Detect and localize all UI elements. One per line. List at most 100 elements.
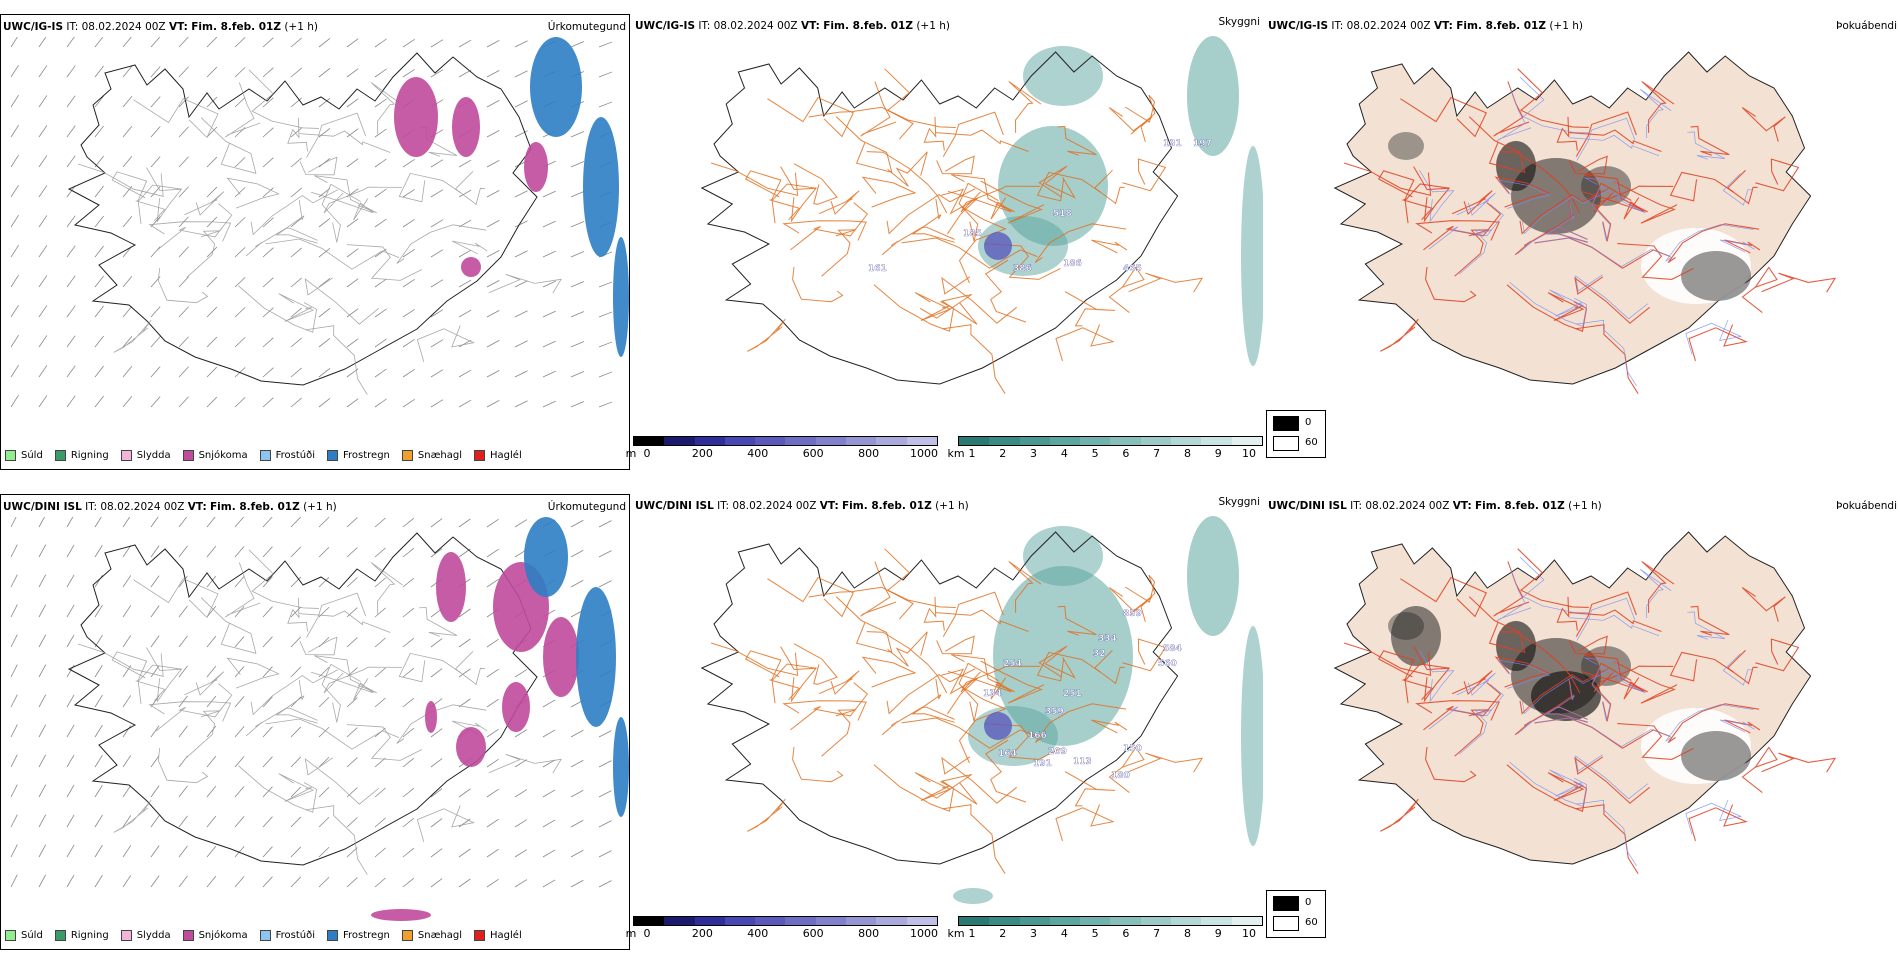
panel-title: UWC/IG-IS IT: 08.02.2024 00Z VT: Fim. 8.… (635, 20, 950, 32)
legend-swatch (120, 930, 132, 941)
fog-legend: 0 60 (1266, 410, 1326, 458)
colorbar-tick: 4 (1060, 927, 1068, 940)
panel-title: UWC/IG-IS IT: 08.02.2024 00Z VT: Fim. 8.… (3, 21, 318, 33)
legend-item: Súld (5, 450, 43, 461)
legend-swatch (182, 930, 194, 941)
legend-swatch (182, 450, 194, 461)
panel-title: UWC/DINI ISL IT: 08.02.2024 00Z VT: Fim.… (635, 500, 969, 512)
colorbar-unit: m (625, 927, 637, 940)
cloud-base-label: 134 (983, 689, 1002, 699)
colorbar-strip (958, 436, 1263, 446)
legend-label: Rigning (70, 930, 109, 941)
legend-label: Snæhagl (417, 450, 463, 461)
cloud-base-label: 386 (1013, 264, 1032, 274)
colorbar-tick: 8 (1183, 927, 1191, 940)
legend-item: Haglél (474, 450, 522, 461)
colorbar-strip (958, 916, 1263, 926)
legend-swatch (120, 450, 132, 461)
cloud-base-label: 131 (1163, 139, 1182, 149)
fog-map (1333, 531, 1837, 874)
colorbar-tick: 2 (999, 927, 1007, 940)
fog-legend-label: 0 (1305, 417, 1312, 428)
panel-title: UWC/IG-IS IT: 08.02.2024 00Z VT: Fim. 8.… (1268, 20, 1583, 32)
legend-swatch (327, 930, 338, 941)
precip-legend: Súld Rigning Slydda Snjókoma Frostúði Frostre… (5, 450, 534, 461)
colorbar-tick: 1000 (910, 927, 938, 940)
cloud-base-label: 197 (1193, 139, 1212, 149)
colorbar-tick: 9 (1214, 447, 1222, 460)
cloud-base-colorbar: m 0 200 400 600 800 1000 (626, 916, 938, 950)
colorbar-tick: 2 (999, 447, 1007, 460)
colorbar-tick: 7 (1153, 447, 1161, 460)
legend-label: Slydda (136, 930, 171, 941)
legend-swatch (401, 930, 413, 941)
legend-label: Slydda (136, 450, 171, 461)
colorbar-tick: 0 (643, 447, 651, 460)
legend-swatch (474, 930, 486, 941)
cloud-base-label: 180 (1111, 771, 1130, 781)
legend-label: Haglél (490, 450, 522, 461)
cloud-base-label: 859 (1123, 609, 1142, 619)
colorbar-tick: 0 (643, 927, 651, 940)
legend-swatch (54, 930, 66, 941)
colorbar-tick: 3 (1030, 927, 1038, 940)
cloud-base-label: 32 (1093, 649, 1106, 659)
precip-type-panel: UWC/IG-IS IT: 08.02.2024 00Z VT: Fim. 8.… (0, 14, 630, 470)
fog-legend-swatch (1273, 416, 1299, 431)
cloud-base-label: 254 (1003, 659, 1022, 669)
colorbar-tick: 1000 (910, 447, 938, 460)
cloud-base-label: 334 (1098, 634, 1117, 644)
legend-swatch (54, 450, 66, 461)
legend-label: Súld (21, 930, 43, 941)
colorbar-tick: 5 (1091, 447, 1099, 460)
legend-label: Frostúði (275, 450, 315, 461)
legend-label: Snæhagl (417, 930, 463, 941)
legend-item: Haglél (474, 930, 522, 941)
fog-legend-swatch (1273, 896, 1299, 911)
colorbar-tick: 6 (1122, 447, 1130, 460)
colorbar-strip (633, 916, 938, 926)
legend-item: Snæhagl (401, 930, 463, 941)
cloud-base-colorbar: m 0 200 400 600 800 1000 (626, 436, 938, 470)
legend-item: Slydda (120, 930, 171, 941)
cloud-base-label: 166 (1028, 731, 1047, 741)
legend-item: Snjókoma (182, 450, 248, 461)
panel-subject: Skyggni (1218, 16, 1261, 28)
cloud-base-label: 113 (1073, 757, 1092, 767)
colorbar-tick: 200 (691, 927, 713, 940)
legend-item: Snjókoma (182, 930, 248, 941)
legend-item: Frostregn (327, 930, 390, 941)
legend-swatch (259, 930, 271, 941)
colorbar-tick: 4 (1060, 447, 1068, 460)
cloud-base-label: 161 (868, 264, 887, 274)
legend-label: Snjókoma (198, 930, 248, 941)
colorbar-tick: 1 (968, 447, 976, 460)
cloud-visibility-panel: UWC/IG-IS IT: 08.02.2024 00Z VT: Fim. 8.… (633, 14, 1263, 470)
fog-legend-label: 0 (1305, 897, 1312, 908)
colorbar-tick: 10 (1242, 447, 1256, 460)
colorbar-tick: 3 (1030, 447, 1038, 460)
legend-item: Frostúði (259, 450, 315, 461)
panel-subject: Þokuábendi (1836, 500, 1897, 512)
colorbar-tick: 1 (968, 927, 976, 940)
legend-item: Slydda (120, 450, 171, 461)
legend-swatch (401, 450, 413, 461)
colorbar-tick: 600 (802, 927, 824, 940)
colorbar-tick: 600 (802, 447, 824, 460)
colorbar-tick: 10 (1242, 927, 1256, 940)
fog-index-panel: UWC/DINI ISL IT: 08.02.2024 00Z VT: Fim.… (1266, 494, 1900, 950)
legend-swatch (474, 450, 486, 461)
precip-legend: Súld Rigning Slydda Snjókoma Frostúði Frostre… (5, 930, 534, 941)
colorbar-tick: 400 (747, 927, 769, 940)
cloud-base-label: 465 (1123, 264, 1142, 274)
cloud-base-label: 185 (963, 229, 982, 239)
legend-swatch (327, 450, 338, 461)
colorbar-tick: 6 (1122, 927, 1130, 940)
panel-subject: Úrkomutegund (547, 501, 626, 513)
forecast-row-ig-is: UWC/IG-IS IT: 08.02.2024 00Z VT: Fim. 8.… (0, 14, 1900, 484)
legend-swatch (5, 450, 16, 461)
colorbar-tick: 800 (858, 927, 880, 940)
panel-title: UWC/DINI ISL IT: 08.02.2024 00Z VT: Fim.… (3, 501, 337, 513)
cloud-base-label: 191 (1033, 759, 1052, 769)
cloud-base-label: 584 (1163, 644, 1182, 654)
